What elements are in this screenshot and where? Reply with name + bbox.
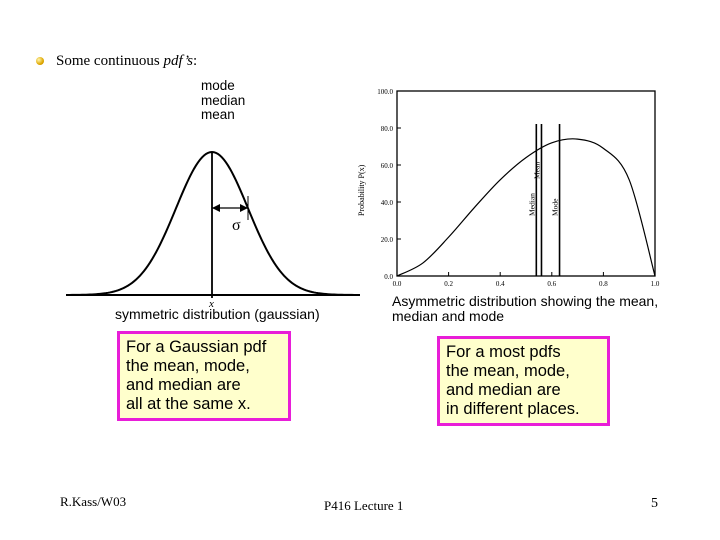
note-line: in different places.: [446, 400, 580, 418]
gaussian-caption: symmetric distribution (gaussian): [115, 306, 320, 322]
x-tick-label: 0.4: [496, 280, 505, 288]
vline-label-median: Median: [527, 193, 536, 216]
note-line: and median are: [446, 381, 561, 399]
vline-label-mean: Mean: [532, 162, 541, 179]
bullet-icon: [36, 57, 44, 65]
gaussian-note-box: For a Gaussian pdf the mean, mode, and m…: [117, 331, 291, 421]
peak-labels: mode median mean: [201, 78, 246, 123]
vline-label-mode: Mode: [551, 198, 560, 216]
peak-label-median: median: [201, 92, 246, 108]
sigma-arrow-right-head: [240, 204, 248, 212]
sigma-label: σ: [232, 217, 241, 234]
x-tick-label: 0.2: [444, 280, 453, 288]
y-axis-label: Probability P(x): [357, 164, 366, 216]
asymmetric-curve: [396, 138, 656, 277]
asymmetric-caption: Asymmetric distribution showing the mean…: [392, 294, 658, 324]
x-tick-label: 0.0: [393, 280, 402, 288]
x-tick-label: 1.0: [651, 280, 660, 288]
y-tick-label: 20.0: [381, 236, 394, 244]
note-line: For a Gaussian pdf: [126, 338, 267, 356]
note-line: and median are: [126, 376, 241, 394]
plot-frame: [396, 90, 656, 277]
note-line: the mean, mode,: [446, 362, 570, 380]
note-line: all at the same x.: [126, 395, 251, 413]
slide-bullet: Some continuous pdf’s:: [56, 53, 198, 69]
asymmetric-chart: 100.0 80.0 60.0 40.0 20.0 0.0 0.0 0.2 0.4 0.6 0.8…: [357, 88, 660, 288]
x-tick-label: 0.8: [599, 280, 608, 288]
sigma-arrow-left-head: [212, 204, 220, 212]
y-tick-label: 0.0: [384, 273, 393, 281]
y-tick-label: 40.0: [381, 199, 394, 207]
asymmetric-caption-line1: Asymmetric distribution showing the mean…: [392, 293, 659, 309]
asymmetric-note-box: For a most pdfs the mean, mode, and medi…: [437, 336, 610, 426]
gaussian-curve: [65, 150, 361, 296]
peak-label-mean: mean: [201, 107, 235, 122]
y-tick-label: 100.0: [377, 88, 393, 96]
footer-author: R.Kass/W03: [60, 494, 127, 509]
page-number: 5: [651, 496, 658, 511]
asymmetric-caption-line2: median and mode: [392, 308, 505, 324]
y-tick-label: 80.0: [381, 125, 394, 133]
gaussian-chart: σ x: [65, 150, 361, 310]
x-tick-label: 0.6: [547, 280, 556, 288]
note-line: For a most pdfs: [446, 343, 561, 361]
footer-lecture: P416 Lecture 1: [324, 498, 404, 513]
peak-label-mode: mode: [201, 78, 235, 93]
note-line: the mean, mode,: [126, 357, 250, 375]
y-tick-label: 60.0: [381, 162, 394, 170]
gaussian-x-label: x: [208, 298, 214, 310]
